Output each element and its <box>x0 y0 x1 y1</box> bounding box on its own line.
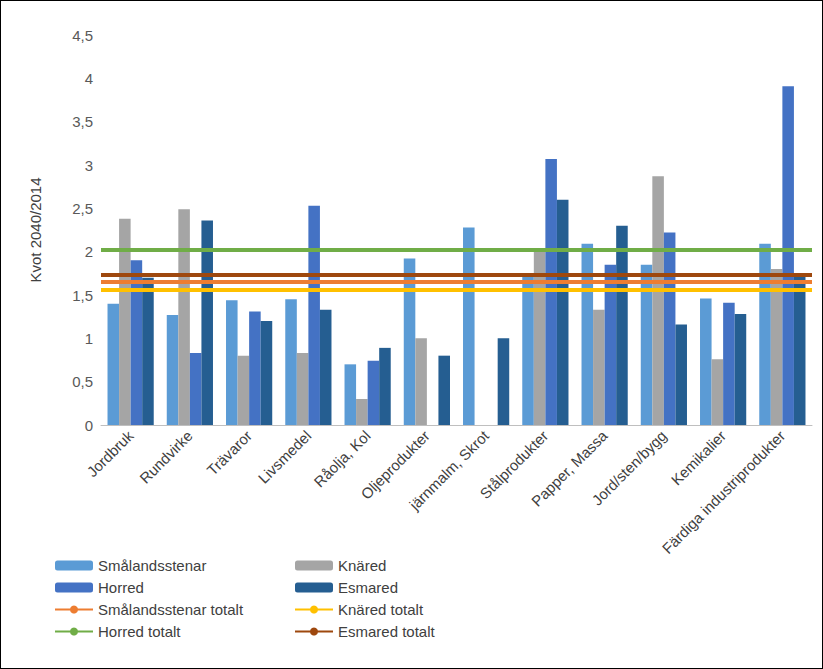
svg-text:Knäred totalt: Knäred totalt <box>338 601 424 618</box>
svg-text:Esmared: Esmared <box>338 579 398 596</box>
svg-text:Råolja, Kol: Råolja, Kol <box>310 427 373 490</box>
svg-text:0: 0 <box>85 417 93 434</box>
svg-text:Horred totalt: Horred totalt <box>98 623 181 640</box>
svg-text:Knäred: Knäred <box>338 557 386 574</box>
svg-text:Kvot 2040/2014: Kvot 2040/2014 <box>27 177 44 282</box>
svg-text:Smålandsstenar: Smålandsstenar <box>98 557 206 574</box>
svg-text:Livsmedel: Livsmedel <box>255 427 315 487</box>
svg-text:1: 1 <box>85 330 93 347</box>
svg-text:Smålandsstenar totalt: Smålandsstenar totalt <box>98 601 244 618</box>
svg-text:Stålprodukter: Stålprodukter <box>476 427 552 502</box>
svg-text:järnmalm, Skrot: järnmalm, Skrot <box>405 426 493 514</box>
svg-text:2: 2 <box>85 243 93 260</box>
svg-text:Papper, Massa: Papper, Massa <box>527 427 611 510</box>
svg-text:Jord/sten/bygg: Jord/sten/bygg <box>588 427 670 509</box>
svg-text:Esmared totalt: Esmared totalt <box>338 623 436 640</box>
svg-text:Rundvirke: Rundvirke <box>136 427 196 487</box>
svg-text:1,5: 1,5 <box>72 287 93 304</box>
svg-text:Jordbruk: Jordbruk <box>83 427 137 481</box>
svg-text:4: 4 <box>85 70 93 87</box>
svg-text:4,5: 4,5 <box>72 27 93 44</box>
svg-text:0,5: 0,5 <box>72 373 93 390</box>
svg-text:Färdiga industriprodukter: Färdiga industriprodukter <box>659 427 789 557</box>
svg-text:3: 3 <box>85 157 93 174</box>
svg-text:Oljeprodukter: Oljeprodukter <box>357 427 433 503</box>
svg-text:2,5: 2,5 <box>72 200 93 217</box>
svg-text:Horred: Horred <box>98 579 144 596</box>
svg-text:Trävaror: Trävaror <box>203 427 255 479</box>
svg-text:Kemikalier: Kemikalier <box>668 427 729 488</box>
svg-text:3,5: 3,5 <box>72 113 93 130</box>
